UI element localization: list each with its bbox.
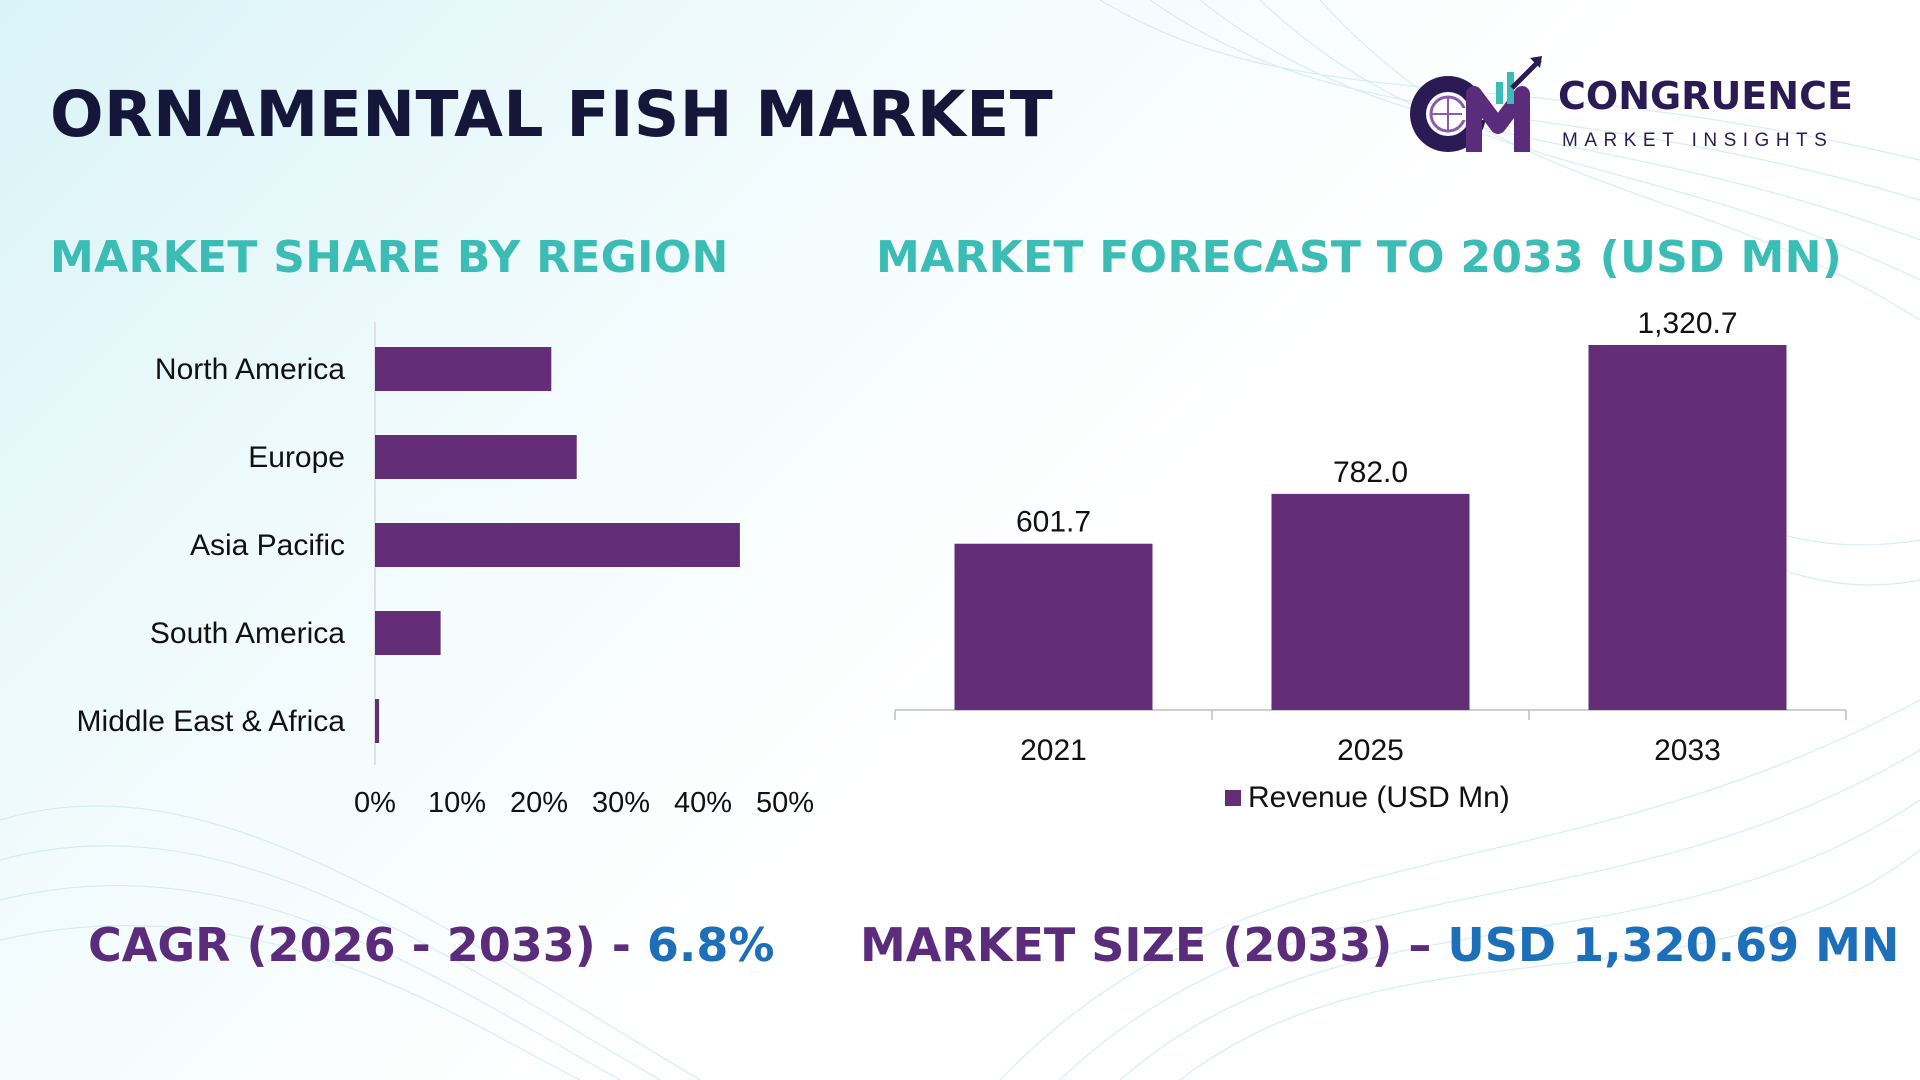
region-bar bbox=[375, 523, 740, 567]
x-tick-label: 2025 bbox=[1337, 734, 1404, 767]
x-tick-label: 40% bbox=[674, 787, 732, 819]
category-label: Asia Pacific bbox=[190, 529, 345, 562]
x-tick-label: 20% bbox=[510, 787, 568, 819]
region-bar bbox=[375, 699, 380, 743]
legend-swatch bbox=[1225, 790, 1241, 806]
cagr-value: 6.8% bbox=[646, 918, 775, 972]
category-label: Middle East & Africa bbox=[77, 705, 346, 738]
revenue-bar bbox=[1588, 345, 1787, 710]
data-label: 601.7 bbox=[1016, 506, 1091, 539]
category-label: South America bbox=[150, 617, 345, 650]
x-tick-label: 10% bbox=[428, 787, 486, 819]
cagr-label: CAGR (2026 - 2033) - bbox=[88, 918, 647, 972]
x-tick-label: 50% bbox=[756, 787, 814, 819]
market-size-stat: MARKET SIZE (2033) – USD 1,320.69 MN bbox=[860, 918, 1899, 972]
logo-subtitle: MARKET INSIGHTS bbox=[1562, 130, 1834, 151]
logo-name: CONGRUENCE bbox=[1558, 74, 1853, 118]
region-bar bbox=[375, 347, 552, 391]
x-tick-label: 30% bbox=[592, 787, 650, 819]
cagr-stat: CAGR (2026 - 2033) - 6.8% bbox=[88, 918, 774, 972]
region-share-chart: North America Europe Asia Pacific South Ame… bbox=[77, 322, 814, 819]
x-tick-label: 0% bbox=[354, 787, 396, 819]
category-label: Europe bbox=[248, 441, 345, 474]
revenue-bar bbox=[954, 543, 1153, 710]
share-chart-title: MARKET SHARE BY REGION bbox=[50, 232, 729, 283]
data-label: 1,320.7 bbox=[1637, 307, 1737, 340]
legend-label: Revenue (USD Mn) bbox=[1248, 781, 1510, 814]
page-title: ORNAMENTAL FISH MARKET bbox=[50, 78, 1054, 151]
forecast-chart-title: MARKET FORECAST TO 2033 (USD MN) bbox=[876, 232, 1843, 283]
logo-mark-icon bbox=[1410, 56, 1542, 152]
category-label: North America bbox=[155, 353, 345, 386]
region-bar bbox=[375, 435, 577, 479]
x-tick-label: 2021 bbox=[1020, 734, 1087, 767]
x-tick-label: 2033 bbox=[1654, 734, 1721, 767]
market-size-label: MARKET SIZE (2033) – bbox=[860, 918, 1448, 972]
revenue-bar bbox=[1271, 493, 1470, 710]
forecast-chart: 601.7 2021 782.0 2025 1,320.7 2033 Revenue (US… bbox=[894, 307, 1847, 814]
market-size-value: USD 1,320.69 MN bbox=[1447, 918, 1900, 972]
data-label: 782.0 bbox=[1333, 456, 1408, 489]
region-bar bbox=[375, 611, 441, 655]
company-logo: CONGRUENCE MARKET INSIGHTS bbox=[1400, 48, 1870, 168]
